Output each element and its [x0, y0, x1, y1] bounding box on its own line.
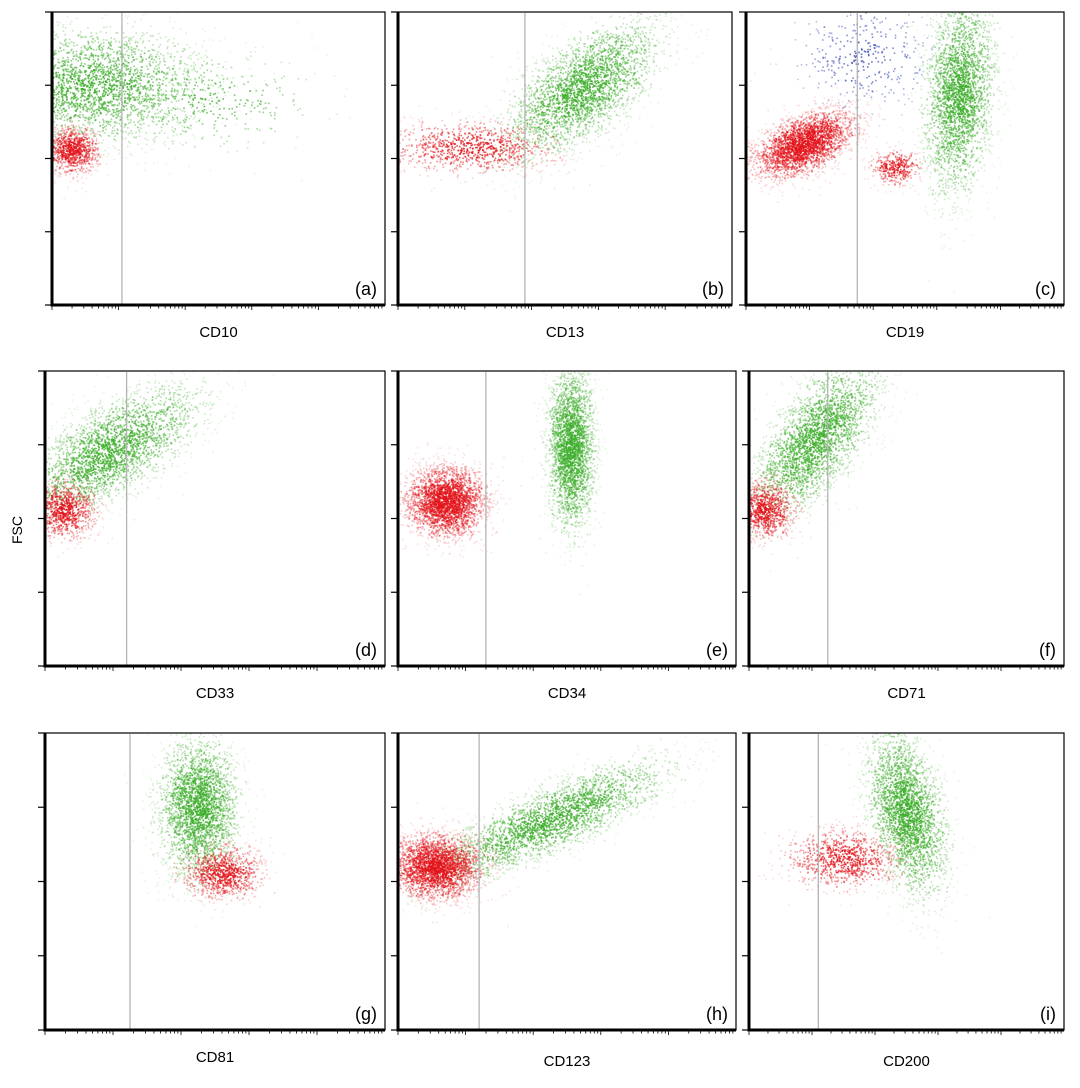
- x-axis-label: CD123: [544, 1053, 591, 1070]
- panel-f: (f) CD71: [742, 370, 1065, 702]
- scatter-area: [124, 733, 285, 927]
- scatter-area: [758, 733, 991, 954]
- population-red-1: [746, 80, 884, 203]
- population-green-0: [52, 12, 299, 200]
- panel-i: (i) CD200: [742, 732, 1065, 1070]
- x-axis-label: CD200: [883, 1053, 930, 1070]
- scatter-area: [45, 371, 275, 558]
- x-axis-label: CD71: [887, 685, 925, 702]
- scatter-area: [398, 733, 729, 928]
- population-green-0: [45, 371, 275, 544]
- x-axis-label: CD33: [196, 685, 234, 702]
- panel-label: (h): [706, 1004, 728, 1024]
- population-green-0: [398, 733, 729, 919]
- panel-label: (b): [702, 279, 724, 299]
- population-red-2: [52, 114, 115, 193]
- population-red-1: [45, 462, 136, 558]
- panel-g: (g) CD81: [38, 732, 386, 1066]
- population-red-1: [758, 810, 941, 906]
- population-red-1: [749, 464, 835, 559]
- scatter-area: [398, 12, 710, 212]
- population-green-0: [825, 733, 991, 954]
- population-green-0: [897, 12, 1017, 294]
- population-red-1: [398, 105, 614, 192]
- panel-label: (a): [355, 279, 377, 299]
- population-red-1: [152, 826, 277, 911]
- population-red-1: [398, 441, 522, 558]
- scatter-area: [398, 371, 611, 595]
- panel-label: (f): [1039, 640, 1056, 660]
- panel-label: (d): [355, 640, 377, 660]
- panel-label: (c): [1035, 279, 1056, 299]
- population-green-0: [124, 733, 285, 927]
- x-axis-label: CD19: [886, 324, 924, 341]
- panel-h: (h) CD123: [391, 732, 737, 1070]
- scatter-area: [746, 12, 1017, 294]
- population-red-2: [850, 141, 940, 193]
- scatter-area: [52, 12, 351, 200]
- population-blue-3: [750, 12, 958, 146]
- x-axis-label: CD13: [546, 324, 584, 341]
- panel-label: (e): [706, 640, 728, 660]
- population-red-1: [398, 802, 514, 928]
- panel-d: (d) CD33: [38, 370, 386, 702]
- x-axis-label: CD34: [548, 685, 586, 702]
- y-axis-label: FSC: [9, 516, 25, 544]
- panel-label: (i): [1040, 1004, 1056, 1024]
- panel-grid: (a) CD10 (b) CD13 (c) CD19 (d) CD33 (e) CD34 (f) CD…: [38, 11, 1065, 1070]
- population-green-0: [459, 12, 710, 212]
- panel-b: (b) CD13: [391, 11, 733, 341]
- scatter-area: [749, 371, 918, 572]
- panel-a: (a) CD10: [45, 11, 386, 341]
- panel-label: (g): [355, 1004, 377, 1024]
- plot-frame: [748, 370, 1065, 667]
- x-axis-label: CD10: [199, 324, 237, 341]
- population-green-1: [52, 33, 351, 182]
- x-axis-label: CD81: [196, 1049, 234, 1066]
- population-green-0: [521, 371, 611, 595]
- panel-e: (e) CD34: [391, 370, 737, 702]
- panel-c: (c) CD19: [739, 11, 1065, 341]
